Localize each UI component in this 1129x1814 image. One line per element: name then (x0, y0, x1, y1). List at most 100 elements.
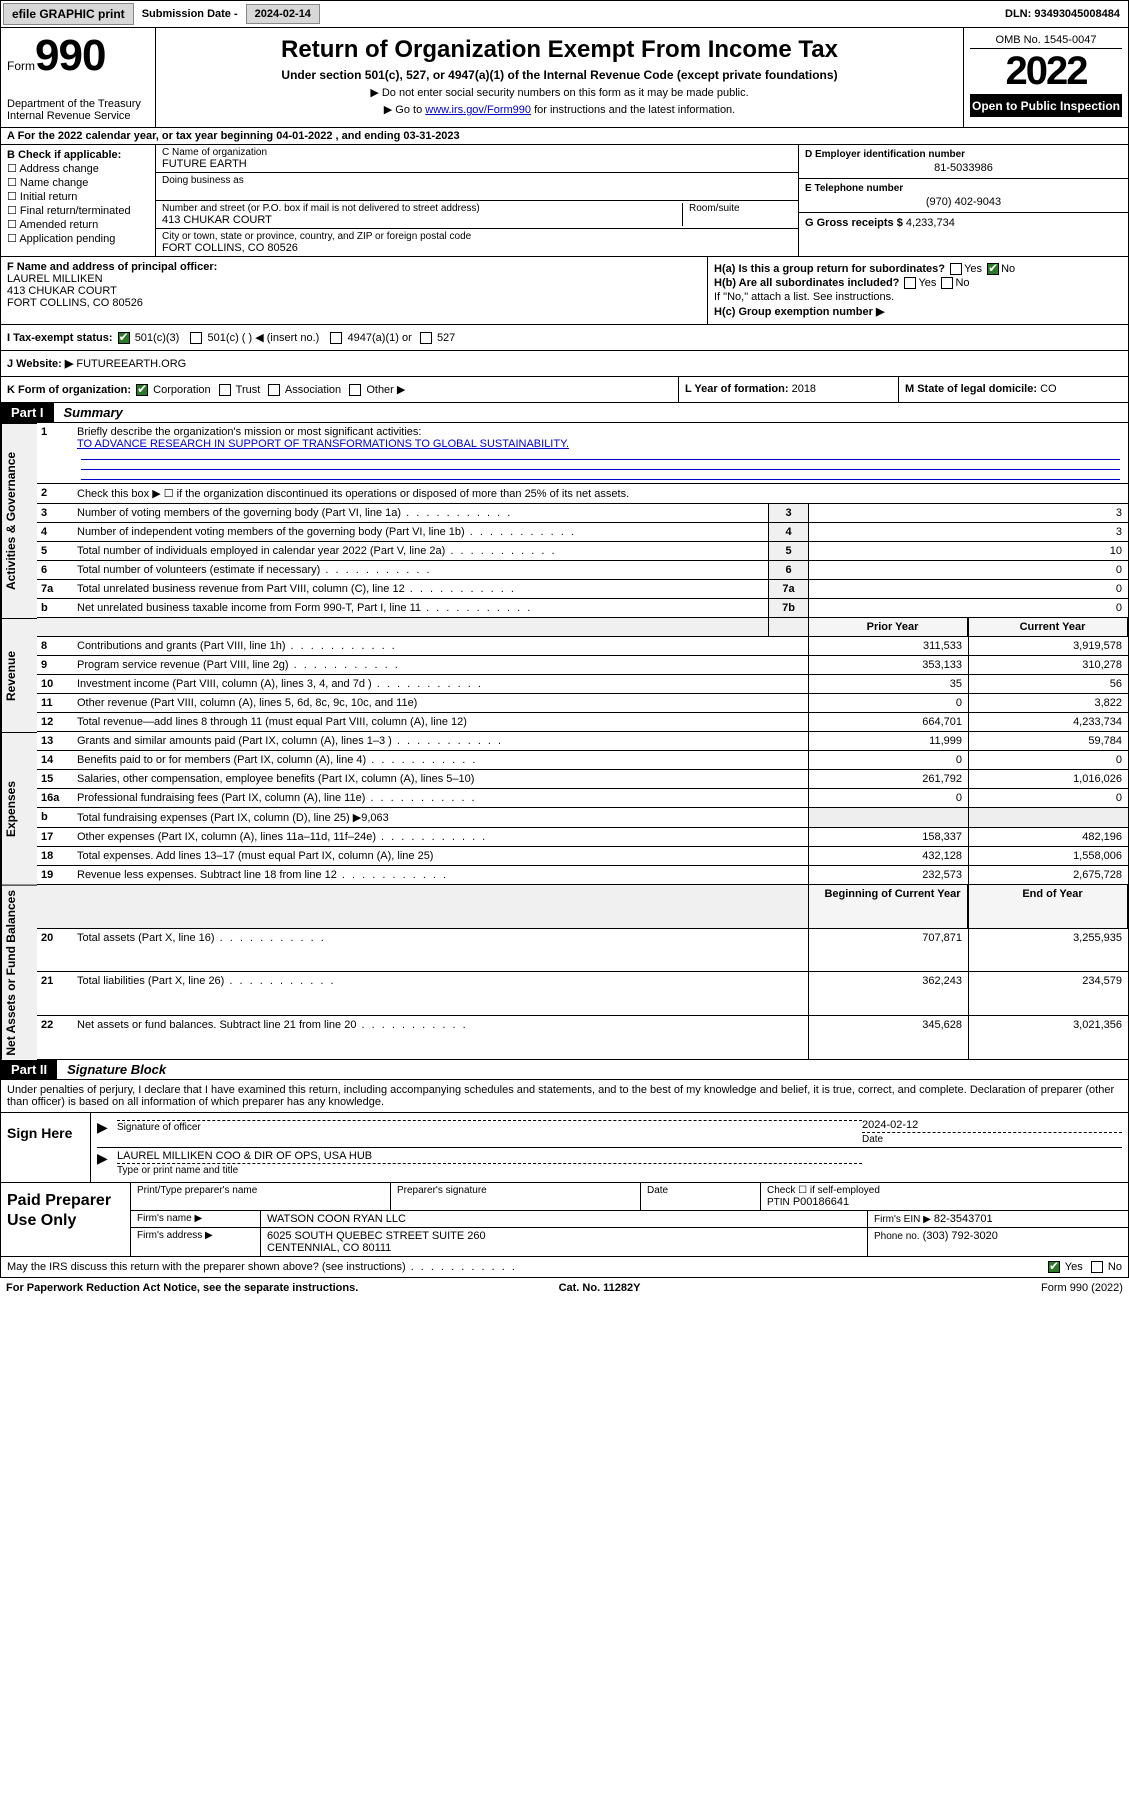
line-11-prior: 0 (808, 694, 968, 713)
form-word: Form (7, 59, 35, 73)
firm-addr2: CENTENNIAL, CO 80111 (267, 1242, 391, 1254)
efile-print-button[interactable]: efile GRAPHIC print (3, 3, 134, 25)
firm-phone-label: Phone no. (874, 1231, 920, 1242)
ha-yes[interactable] (950, 263, 962, 275)
line-18-current: 1,558,006 (968, 847, 1128, 866)
row-a-mid: , and ending (336, 130, 404, 142)
row-j-label: J Website: ▶ (7, 358, 73, 370)
line-9-current: 310,278 (968, 656, 1128, 675)
irs-discuss-yes[interactable] (1048, 1261, 1060, 1273)
check-address-change[interactable]: ☐ Address change (7, 162, 149, 175)
check-trust[interactable] (219, 384, 231, 396)
check-corp[interactable] (136, 384, 148, 396)
ha-no[interactable] (987, 263, 999, 275)
line-2-desc: Check this box ▶ ☐ if the organization d… (73, 484, 1128, 504)
dln-value: DLN: 93493045008484 (1005, 8, 1126, 20)
line-9-desc: Program service revenue (Part VIII, line… (73, 656, 808, 675)
form-subtitle: Under section 501(c), 527, or 4947(a)(1)… (162, 68, 957, 82)
check-final-return[interactable]: ☐ Final return/terminated (7, 204, 149, 217)
check-name-change[interactable]: ☐ Name change (7, 176, 149, 189)
line-14-num: 14 (37, 751, 73, 770)
check-app-pending[interactable]: ☐ Application pending (7, 232, 149, 245)
check-other[interactable] (349, 384, 361, 396)
row-k-l-m: K Form of organization: Corporation Trus… (0, 377, 1129, 403)
irs-discuss-row: May the IRS discuss this return with the… (0, 1257, 1129, 1278)
room-label: Room/suite (689, 203, 792, 214)
arrow-icon: ▶ (97, 1119, 117, 1145)
line-2-num: 2 (37, 484, 73, 504)
firm-ein-label: Firm's EIN ▶ (874, 1214, 931, 1225)
hdr-current-year: Current Year (968, 618, 1128, 637)
note-goto-pre: Go to (395, 104, 425, 116)
line-6-desc: Total number of volunteers (estimate if … (73, 561, 768, 580)
dba-label: Doing business as (162, 175, 792, 186)
check-501c[interactable] (190, 332, 202, 344)
line-7b-num: b (37, 599, 73, 618)
line-3-val: 3 (808, 504, 1128, 523)
line-4-ref: 4 (768, 523, 808, 542)
city-value: FORT COLLINS, CO 80526 (162, 242, 792, 254)
tel-value: (970) 402-9043 (805, 196, 1122, 208)
irs-link[interactable]: www.irs.gov/Form990 (425, 104, 531, 116)
row-l-value: 2018 (792, 383, 816, 395)
sign-here-label: Sign Here (1, 1113, 91, 1182)
line-8-num: 8 (37, 637, 73, 656)
addr-value: 413 CHUKAR COURT (162, 214, 682, 226)
cat-number: Cat. No. 11282Y (559, 1282, 641, 1294)
line-5-ref: 5 (768, 542, 808, 561)
org-name-label: C Name of organization (162, 147, 792, 158)
line-5-desc: Total number of individuals employed in … (73, 542, 768, 561)
line-12-num: 12 (37, 713, 73, 732)
hb-no[interactable] (941, 277, 953, 289)
line-12-desc: Total revenue—add lines 8 through 11 (mu… (73, 713, 808, 732)
row-m-value: CO (1040, 383, 1057, 395)
check-4947[interactable] (330, 332, 342, 344)
line-14-current: 0 (968, 751, 1128, 770)
line-17-desc: Other expenses (Part IX, column (A), lin… (73, 828, 808, 847)
irs-discuss-question: May the IRS discuss this return with the… (7, 1261, 517, 1273)
row-a-end: 03-31-2023 (403, 130, 459, 142)
col-d-e-g: D Employer identification number 81-5033… (798, 145, 1128, 256)
check-assoc[interactable] (268, 384, 280, 396)
row-i-tax-status: I Tax-exempt status: 501(c)(3) 501(c) ( … (0, 325, 1129, 351)
rev-hdr-spacer (73, 618, 768, 637)
rev-hdr-refblank (768, 618, 808, 637)
tax-year: 2022 (970, 49, 1122, 95)
mission-text: TO ADVANCE RESEARCH IN SUPPORT OF TRANSF… (77, 438, 569, 450)
vcat-revenue: Revenue (1, 618, 37, 732)
line-17-current: 482,196 (968, 828, 1128, 847)
ptin-label: PTIN (767, 1197, 790, 1208)
firm-addr1: 6025 SOUTH QUEBEC STREET SUITE 260 (267, 1230, 486, 1242)
line-11-num: 11 (37, 694, 73, 713)
check-527[interactable] (420, 332, 432, 344)
row-m-label: M State of legal domicile: (905, 383, 1037, 395)
line-13-prior: 11,999 (808, 732, 968, 751)
form-number: 990 (35, 31, 105, 80)
line-16a-prior: 0 (808, 789, 968, 808)
line-13-current: 59,784 (968, 732, 1128, 751)
summary-grid: Activities & Governance 1 Briefly descri… (0, 423, 1129, 1060)
check-initial-return[interactable]: ☐ Initial return (7, 190, 149, 203)
sig-date-label: Date (862, 1134, 1122, 1145)
check-501c3[interactable] (118, 332, 130, 344)
col-b-checkboxes: B Check if applicable: ☐ Address change … (1, 145, 156, 256)
line-16a-num: 16a (37, 789, 73, 808)
officer-label: F Name and address of principal officer: (7, 261, 217, 273)
irs-discuss-no[interactable] (1091, 1261, 1103, 1273)
omb-number: OMB No. 1545-0047 (970, 32, 1122, 49)
line-22-begin: 345,628 (808, 1016, 968, 1060)
row-a-begin: 04-01-2022 (276, 130, 332, 142)
hb-yes[interactable] (904, 277, 916, 289)
gross-label: G Gross receipts $ (805, 217, 903, 229)
line-11-desc: Other revenue (Part VIII, column (A), li… (73, 694, 808, 713)
line-4-num: 4 (37, 523, 73, 542)
line-15-desc: Salaries, other compensation, employee b… (73, 770, 808, 789)
line-15-num: 15 (37, 770, 73, 789)
line-15-current: 1,016,026 (968, 770, 1128, 789)
paid-preparer-label: Paid Preparer Use Only (1, 1183, 131, 1256)
row-i-label: I Tax-exempt status: (7, 332, 113, 344)
line-19-num: 19 (37, 866, 73, 885)
firm-ein-value: 82-3543701 (934, 1213, 993, 1225)
check-amended[interactable]: ☐ Amended return (7, 218, 149, 231)
line-7b-ref: 7b (768, 599, 808, 618)
